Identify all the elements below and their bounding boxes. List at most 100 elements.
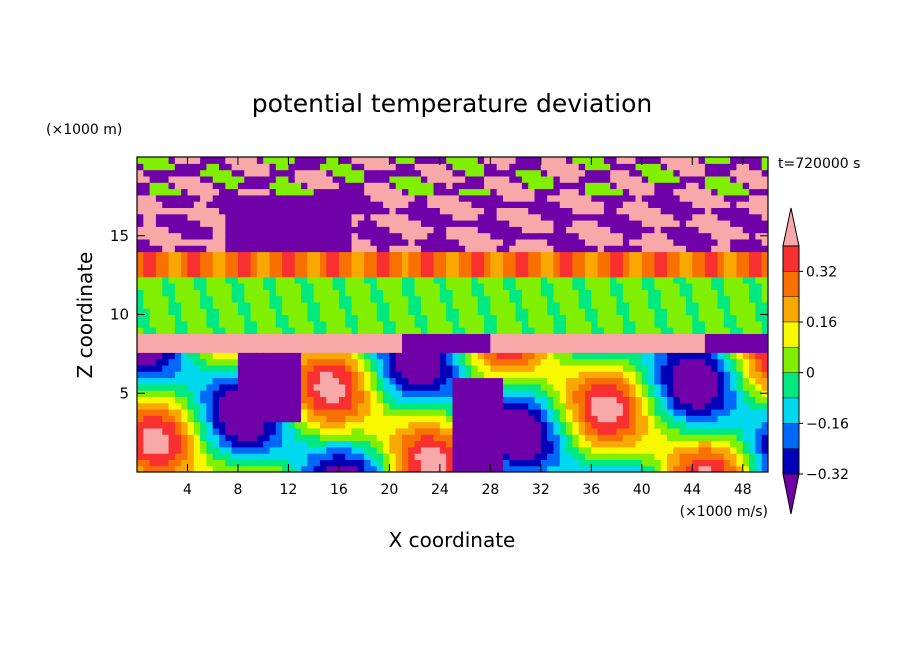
field-cell (553, 402, 561, 410)
field-cell (395, 257, 403, 265)
field-cell (761, 308, 768, 316)
field-cell (351, 157, 359, 164)
field-cell (484, 377, 491, 385)
field-cell (181, 314, 189, 322)
field-cell (540, 283, 548, 290)
field-cell (704, 434, 712, 442)
field-cell (553, 245, 561, 253)
field-cell (749, 238, 756, 246)
field-cell (149, 346, 157, 353)
field-cell (723, 453, 731, 460)
field-cell (540, 364, 548, 372)
field-cell (439, 402, 447, 410)
field-cell (206, 339, 214, 347)
field-cell (149, 295, 157, 303)
field-cell (534, 188, 542, 196)
field-cell (231, 314, 239, 322)
field-cell (269, 226, 277, 234)
field-cell (149, 402, 157, 410)
field-cell (301, 238, 308, 246)
field-cell (414, 308, 422, 316)
field-cell (294, 434, 302, 442)
field-cell (137, 308, 144, 316)
field-cell (711, 421, 719, 429)
field-cell (332, 383, 340, 391)
field-cell (471, 264, 479, 271)
field-cell (364, 201, 372, 208)
field-cell (648, 327, 656, 334)
field-cell (250, 421, 258, 429)
field-cell (597, 446, 605, 454)
field-cell (206, 301, 214, 309)
field-cell (433, 459, 441, 467)
field-cell (395, 402, 403, 410)
field-cell (496, 421, 504, 429)
field-cell (521, 346, 529, 353)
field-cell (256, 459, 264, 467)
field-cell (433, 421, 441, 429)
field-cell (301, 459, 308, 467)
field-cell (319, 333, 327, 341)
field-cell (685, 339, 693, 347)
field-cell (484, 339, 491, 347)
field-cell (193, 276, 201, 284)
field-cell (389, 352, 397, 360)
field-cell (616, 257, 624, 265)
field-cell (319, 276, 327, 284)
field-cell (515, 320, 523, 328)
field-cell (540, 333, 548, 341)
field-cell (641, 283, 649, 290)
field-cell (212, 409, 220, 416)
field-cell (155, 352, 163, 360)
field-cell (622, 308, 630, 316)
field-cell (319, 188, 327, 196)
field-cell (357, 314, 365, 322)
field-cell (155, 446, 163, 454)
field-cell (200, 301, 208, 309)
field-cell (761, 333, 768, 341)
field-cell (288, 264, 296, 271)
field-cell (395, 383, 403, 391)
field-cell (275, 390, 283, 397)
field-cell (250, 289, 258, 297)
field-cell (723, 371, 731, 379)
field-cell (219, 383, 226, 391)
field-cell (641, 364, 649, 372)
field-cell (301, 264, 308, 271)
field-cell (471, 295, 479, 303)
field-cell (294, 169, 302, 177)
field-cell (250, 427, 258, 435)
field-cell (496, 440, 504, 448)
field-cell (420, 320, 428, 328)
field-cell (288, 207, 296, 215)
field-cell (307, 358, 315, 366)
field-cell (256, 320, 264, 328)
field-cell (597, 251, 605, 259)
field-cell (610, 245, 618, 253)
field-cell (578, 352, 586, 360)
field-cell (345, 226, 353, 234)
field-cell (730, 396, 738, 404)
field-cell (755, 175, 763, 183)
field-cell (313, 358, 321, 366)
field-cell (332, 459, 340, 467)
field-cell (654, 377, 662, 385)
field-cell (673, 459, 681, 467)
field-cell (288, 301, 296, 309)
field-cell (654, 226, 662, 234)
field-cell (319, 308, 327, 316)
field-cell (162, 264, 170, 271)
field-cell (566, 194, 573, 202)
field-cell (143, 257, 151, 265)
field-cell (282, 383, 290, 391)
field-cell (319, 396, 327, 404)
field-cell (206, 226, 214, 234)
field-cell (547, 201, 555, 208)
field-cell (137, 352, 144, 360)
field-cell (572, 251, 580, 259)
field-cell (742, 264, 750, 271)
field-cell (648, 427, 656, 435)
field-cell (427, 270, 435, 278)
field-cell (578, 415, 586, 423)
field-cell (471, 188, 479, 196)
